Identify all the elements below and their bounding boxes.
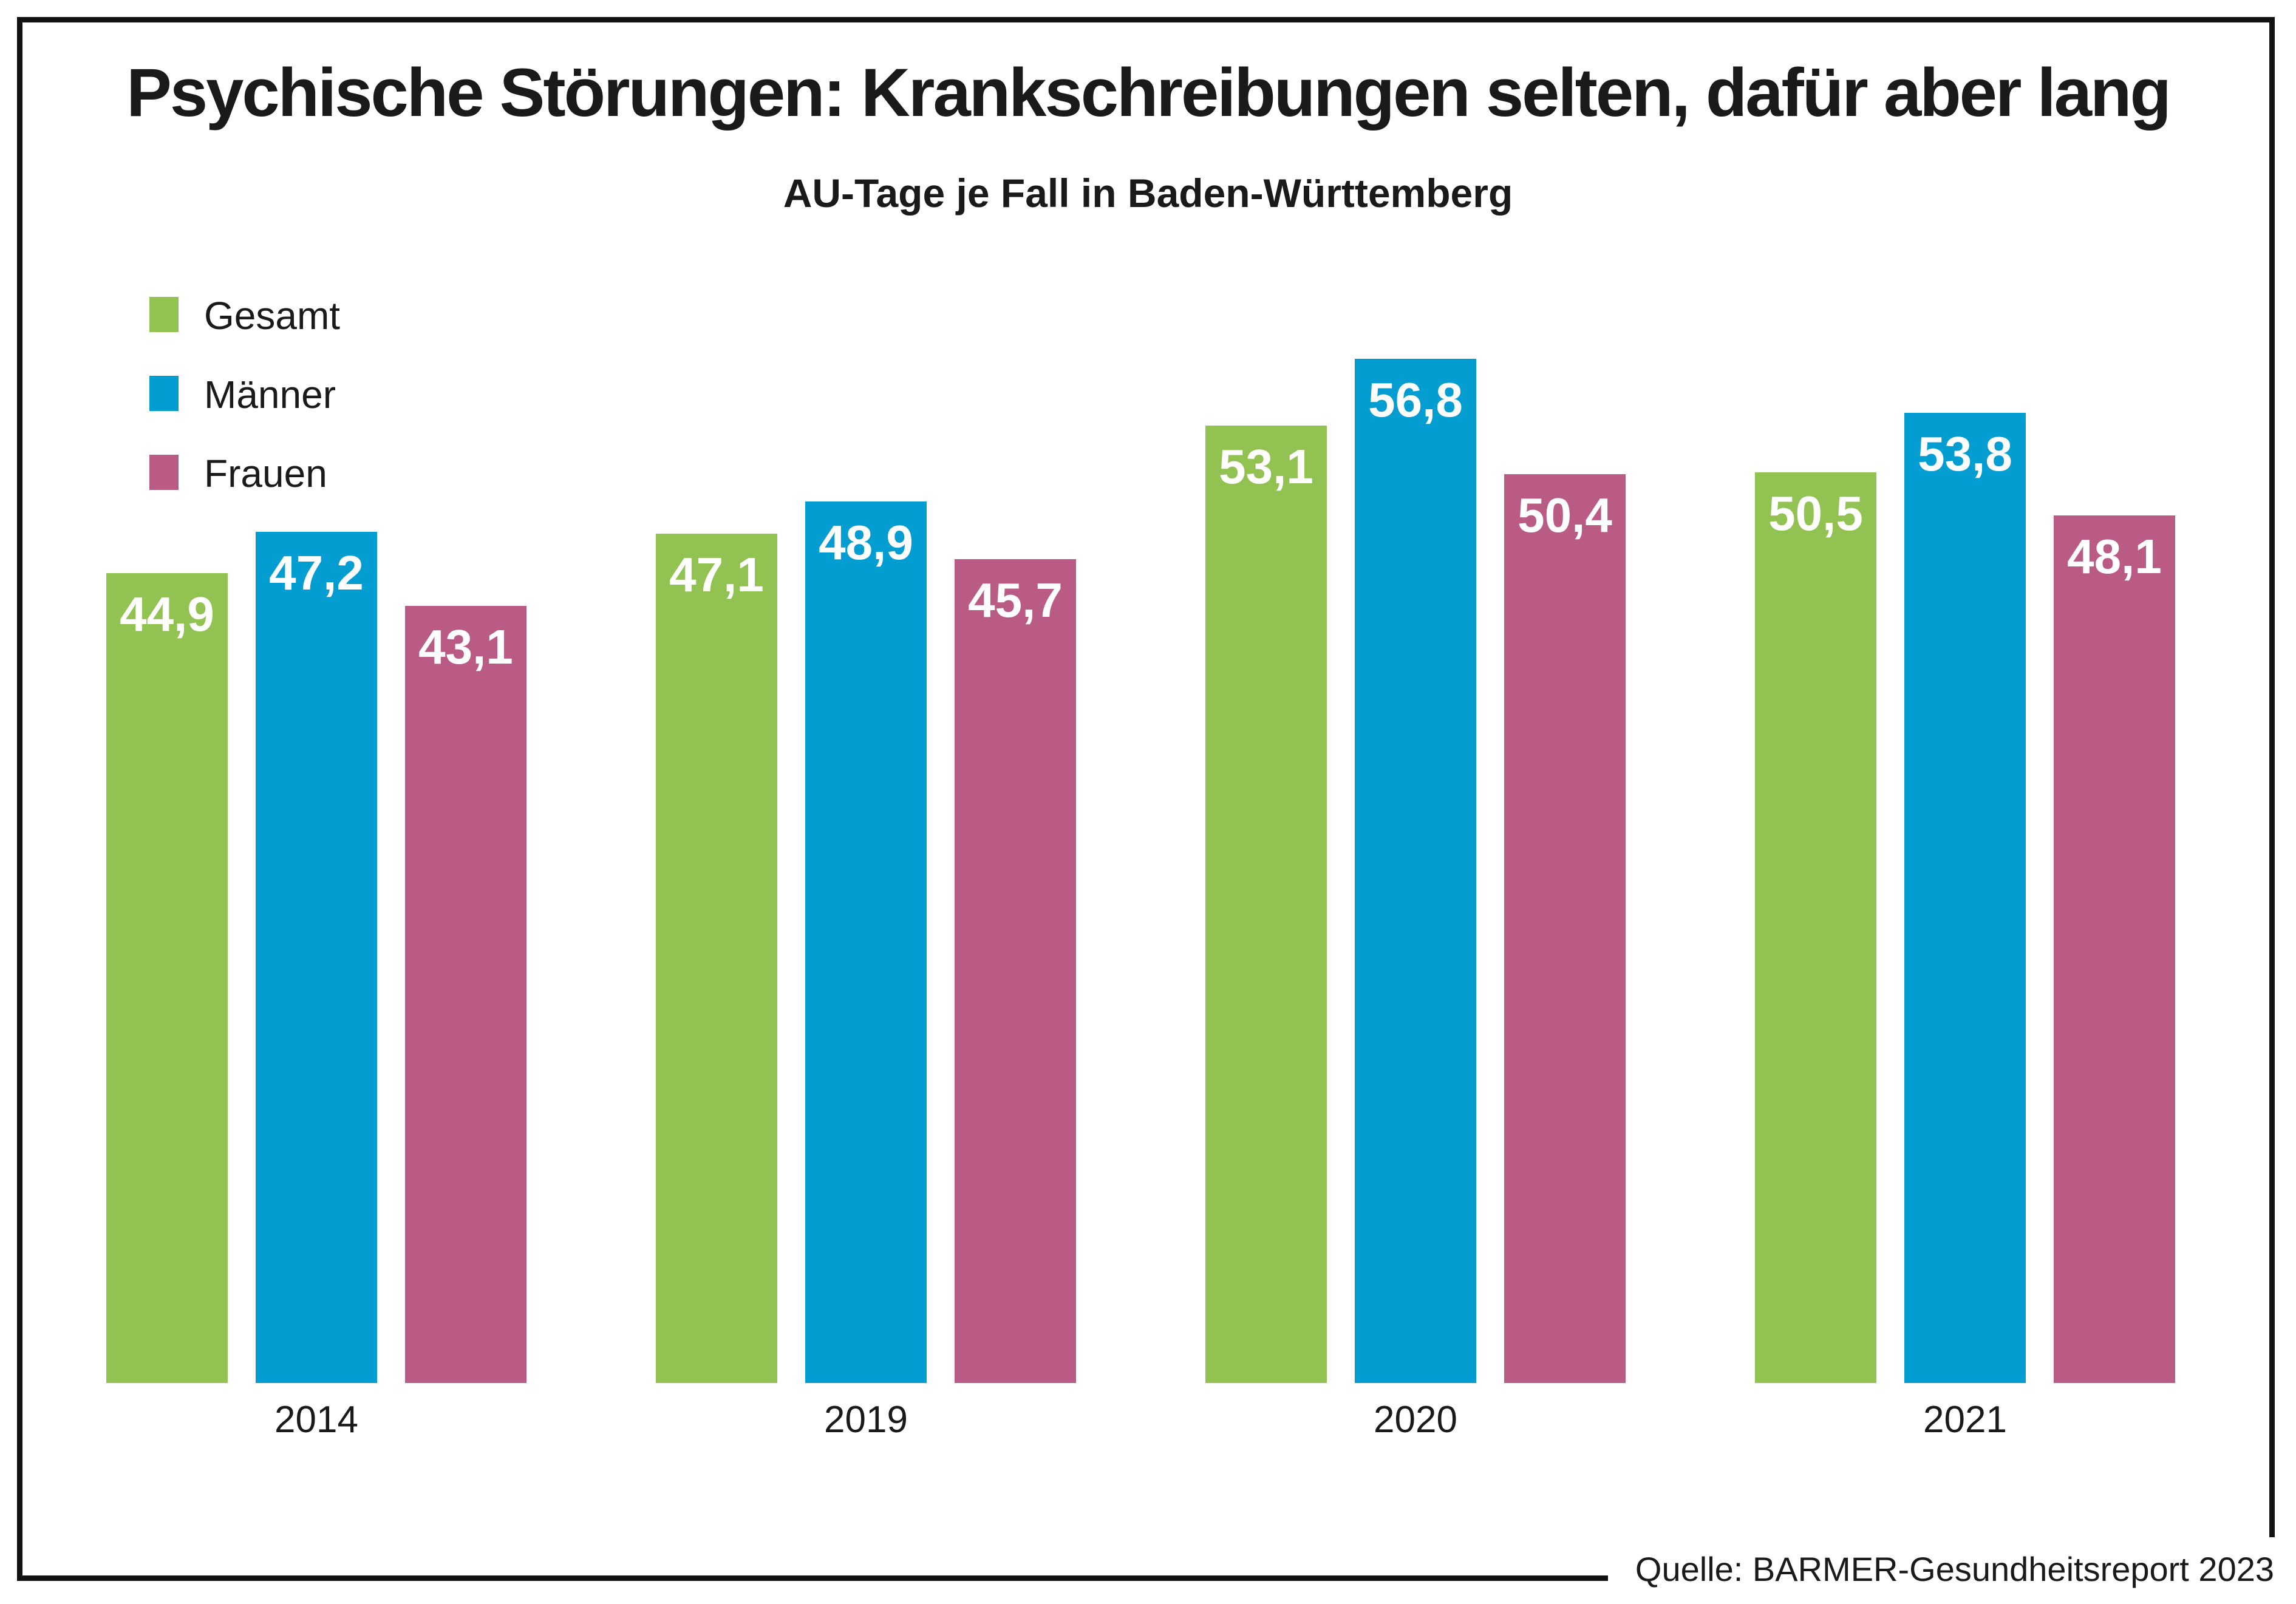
legend-label: Frauen xyxy=(204,452,327,495)
bar-2019-frauen: 45,7 xyxy=(955,559,1076,1383)
source-caption: Quelle: BARMER-Gesundheitsreport 2023 xyxy=(1635,1550,2274,1588)
legend-item-m-nner: Männer xyxy=(149,373,340,416)
legend-label: Männer xyxy=(204,373,336,416)
legend-item-frauen: Frauen xyxy=(149,452,340,495)
bar-value-label: 44,9 xyxy=(120,587,214,641)
x-axis-label-2021: 2021 xyxy=(1923,1399,2007,1441)
bar-2020-m-nner: 56,8 xyxy=(1355,359,1476,1383)
x-axis-label-2014: 2014 xyxy=(274,1399,358,1441)
chart-title: Psychische Störungen: Krankschreibungen … xyxy=(126,55,2172,131)
bar-value-label: 47,2 xyxy=(269,546,364,600)
chart-subtitle: AU-Tage je Fall in Baden-Württemberg xyxy=(783,171,1513,216)
bar-value-label: 53,1 xyxy=(1219,440,1313,494)
bar-value-label: 56,8 xyxy=(1368,373,1463,427)
bar-2020-gesamt: 53,1 xyxy=(1205,426,1327,1383)
bar-2014-gesamt: 44,9 xyxy=(106,573,228,1383)
bar-2019-m-nner: 48,9 xyxy=(805,501,927,1383)
bar-value-label: 47,1 xyxy=(669,548,764,602)
bar-2014-m-nner: 47,2 xyxy=(256,532,377,1383)
bar-value-label: 50,5 xyxy=(1768,486,1863,540)
bar-value-label: 43,1 xyxy=(418,620,513,674)
bar-value-label: 45,7 xyxy=(968,573,1063,627)
bar-value-label: 53,8 xyxy=(1918,427,2012,481)
legend-item-gesamt: Gesamt xyxy=(149,294,341,338)
source-background-mask xyxy=(1608,1537,2296,1604)
bar-2021-frauen: 48,1 xyxy=(2054,515,2175,1383)
bar-value-label: 48,9 xyxy=(819,515,913,569)
x-axis-label-2020: 2020 xyxy=(1374,1399,1457,1441)
bar-2014-frauen: 43,1 xyxy=(405,606,526,1383)
bar-value-label: 48,1 xyxy=(2067,529,2162,583)
bar-value-label: 50,4 xyxy=(1518,488,1612,542)
legend-swatch-icon xyxy=(149,376,179,411)
legend-swatch-icon xyxy=(149,297,179,332)
legend-swatch-icon xyxy=(149,455,179,490)
legend-label: Gesamt xyxy=(204,294,341,338)
bar-2021-m-nner: 53,8 xyxy=(1904,413,2026,1383)
legend: Gesamt Männer Frauen xyxy=(149,295,340,532)
chart-frame-border xyxy=(17,17,2275,1581)
bar-2019-gesamt: 47,1 xyxy=(656,534,777,1383)
x-axis-label-2019: 2019 xyxy=(824,1399,908,1441)
bar-2020-frauen: 50,4 xyxy=(1504,474,1626,1383)
bar-2021-gesamt: 50,5 xyxy=(1755,472,1876,1383)
